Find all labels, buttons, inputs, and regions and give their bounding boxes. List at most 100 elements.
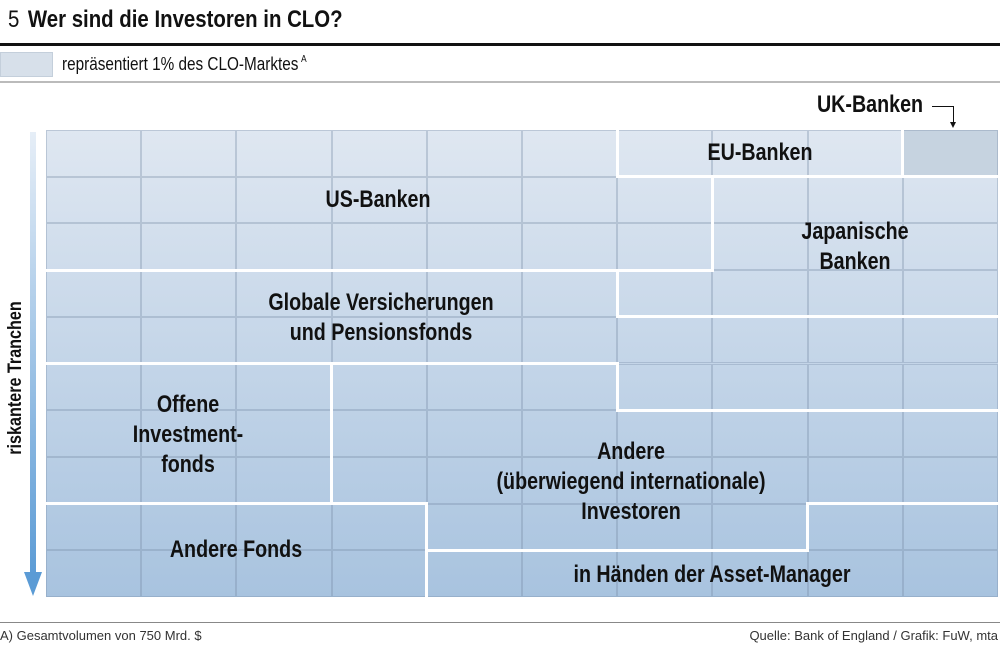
waffle-cell-of bbox=[141, 410, 237, 457]
label-line: Investoren bbox=[581, 498, 681, 525]
waffle-cell-gl bbox=[902, 363, 998, 411]
label-asset-manager: in Händen der Asset-Manager bbox=[573, 561, 851, 588]
chart-title: Wer sind die Investoren in CLO? bbox=[27, 6, 343, 33]
group-boundary bbox=[139, 502, 238, 506]
group-boundary bbox=[615, 408, 714, 412]
waffle-cell-us bbox=[46, 176, 142, 224]
group-boundary bbox=[710, 175, 810, 179]
waffle-cell-eu bbox=[807, 130, 903, 177]
legend-text: repräsentiert 1% des CLO-Marktes A bbox=[62, 54, 307, 75]
waffle-cell-an bbox=[331, 410, 427, 457]
waffle-cell-gl bbox=[46, 316, 142, 364]
waffle-cell-us bbox=[522, 130, 618, 177]
label-line: und Pensionsfonds bbox=[289, 319, 473, 346]
waffle-cell-us bbox=[617, 223, 713, 271]
group-boundary bbox=[44, 502, 143, 506]
legend-swatch bbox=[0, 52, 53, 77]
group-boundary bbox=[710, 175, 714, 225]
waffle-cell-us bbox=[236, 130, 332, 177]
label-globale-versicherungen: Globale Versicherungen und Pensionsfonds bbox=[268, 288, 493, 348]
group-boundary bbox=[901, 315, 1000, 319]
group-boundary bbox=[615, 175, 714, 179]
waffle-cell-us bbox=[236, 176, 332, 224]
label-line: (überwiegend internationale) bbox=[496, 468, 766, 495]
group-boundary bbox=[520, 548, 619, 552]
label-andere-fonds: Andere Fonds bbox=[169, 536, 303, 563]
waffle-cell-uk bbox=[902, 130, 998, 177]
waffle-cell-am bbox=[902, 550, 998, 597]
waffle-cell-gl bbox=[617, 363, 713, 411]
waffle-cell-an bbox=[426, 410, 522, 457]
waffle-cell-gl bbox=[617, 316, 713, 364]
label-us-banken: US-Banken bbox=[325, 186, 431, 213]
waffle-cell-jp bbox=[807, 270, 903, 317]
group-boundary bbox=[806, 315, 905, 319]
uk-arrow-icon bbox=[950, 122, 956, 128]
waffle-cell-am bbox=[807, 550, 903, 597]
waffle-cell-jp bbox=[712, 176, 808, 224]
waffle-cell-an bbox=[426, 363, 522, 411]
group-boundary bbox=[901, 408, 1000, 412]
group-boundary bbox=[425, 548, 524, 552]
waffle-cell-us bbox=[331, 176, 427, 224]
group-boundary bbox=[330, 502, 429, 506]
group-boundary bbox=[330, 362, 334, 412]
group-boundary bbox=[234, 362, 334, 365]
waffle-cell-us bbox=[236, 223, 332, 271]
group-boundary bbox=[710, 315, 810, 319]
label-line: Andere bbox=[597, 438, 665, 465]
group-boundary bbox=[901, 502, 1000, 506]
waffle-cell-us bbox=[426, 176, 522, 224]
waffle-cell-of bbox=[236, 456, 332, 504]
waffle-grid bbox=[44, 128, 1000, 599]
legend-rule bbox=[0, 81, 1000, 83]
legend-label: repräsentiert 1% des CLO-Marktes bbox=[62, 54, 299, 74]
waffle-cell-jp bbox=[712, 223, 808, 271]
group-boundary bbox=[139, 362, 238, 365]
waffle-cell-gl bbox=[522, 270, 618, 317]
waffle-cell-af bbox=[331, 503, 427, 551]
group-boundary bbox=[710, 548, 810, 552]
waffle-cell-am bbox=[807, 503, 903, 551]
waffle-cell-gl bbox=[141, 316, 237, 364]
waffle-cell-of bbox=[236, 363, 332, 411]
waffle-cell-gl bbox=[712, 316, 808, 364]
group-boundary bbox=[520, 362, 619, 365]
waffle-cell-gl bbox=[902, 316, 998, 364]
group-boundary bbox=[330, 408, 334, 459]
waffle-cell-us bbox=[141, 223, 237, 271]
waffle-cell-gl bbox=[522, 316, 618, 364]
group-boundary bbox=[330, 268, 429, 272]
footer-rule bbox=[0, 622, 1000, 623]
waffle-cell-jp bbox=[712, 270, 808, 317]
label-andere-investoren: Andere (überwiegend internationale) Invest… bbox=[497, 437, 766, 527]
waffle-cell-af bbox=[46, 550, 142, 597]
waffle-cell-an bbox=[522, 410, 618, 457]
group-boundary bbox=[901, 175, 1000, 179]
group-boundary bbox=[806, 175, 905, 179]
label-eu-banken: EU-Banken bbox=[707, 139, 813, 166]
waffle-cell-gl bbox=[807, 363, 903, 411]
waffle-cell-an bbox=[902, 410, 998, 457]
label-line: Investment- bbox=[132, 421, 244, 448]
label-line: Globale Versicherungen bbox=[268, 289, 494, 316]
group-boundary bbox=[234, 268, 334, 272]
waffle-cell-us bbox=[46, 223, 142, 271]
uk-connector-line-vertical bbox=[953, 106, 954, 124]
group-boundary bbox=[615, 548, 714, 552]
waffle-cell-jp bbox=[902, 270, 998, 317]
waffle-cell-of bbox=[236, 410, 332, 457]
chart-header: 5 Wer sind die Investoren in CLO? bbox=[8, 6, 343, 34]
waffle-cell-gl bbox=[46, 270, 142, 317]
title-rule bbox=[0, 43, 1000, 46]
group-boundary bbox=[615, 268, 619, 319]
chart-number: 5 bbox=[8, 6, 20, 33]
waffle-cell-af bbox=[46, 503, 142, 551]
waffle-cell-us bbox=[522, 176, 618, 224]
waffle-cell-jp bbox=[902, 176, 998, 224]
label-line: Banken bbox=[819, 248, 891, 275]
group-boundary bbox=[806, 502, 905, 506]
group-boundary bbox=[44, 268, 143, 272]
waffle-cell-jp bbox=[902, 223, 998, 271]
group-boundary bbox=[425, 502, 429, 552]
